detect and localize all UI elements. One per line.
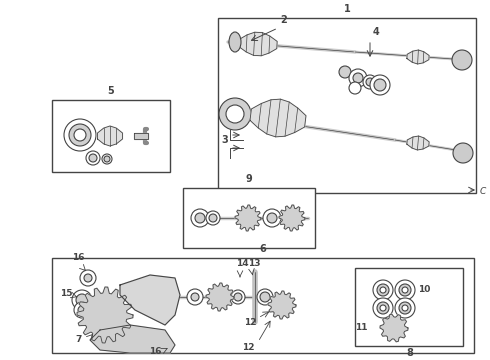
Circle shape bbox=[456, 54, 468, 66]
Text: 13: 13 bbox=[248, 259, 261, 268]
Text: 11: 11 bbox=[355, 324, 368, 333]
Polygon shape bbox=[407, 136, 429, 150]
Circle shape bbox=[231, 290, 245, 304]
Polygon shape bbox=[380, 314, 408, 342]
Circle shape bbox=[76, 294, 88, 306]
Circle shape bbox=[260, 292, 270, 302]
Ellipse shape bbox=[452, 50, 472, 70]
Circle shape bbox=[102, 154, 112, 164]
Text: 4: 4 bbox=[373, 27, 380, 37]
Circle shape bbox=[187, 289, 203, 305]
Polygon shape bbox=[268, 291, 296, 319]
Text: 12: 12 bbox=[242, 343, 254, 352]
Ellipse shape bbox=[453, 143, 473, 163]
Text: 8: 8 bbox=[407, 348, 414, 358]
Circle shape bbox=[395, 298, 415, 318]
Circle shape bbox=[78, 306, 86, 314]
Polygon shape bbox=[134, 133, 148, 139]
Text: 12: 12 bbox=[244, 318, 256, 327]
Circle shape bbox=[206, 211, 220, 225]
Circle shape bbox=[395, 280, 415, 300]
Circle shape bbox=[69, 124, 91, 146]
Circle shape bbox=[353, 73, 363, 83]
Text: C: C bbox=[480, 188, 486, 197]
Circle shape bbox=[234, 293, 242, 301]
Circle shape bbox=[99, 309, 111, 321]
Circle shape bbox=[457, 147, 469, 159]
Text: 6: 6 bbox=[260, 244, 267, 254]
Circle shape bbox=[380, 305, 386, 311]
Circle shape bbox=[373, 298, 393, 318]
Bar bbox=[183, 188, 315, 248]
Circle shape bbox=[363, 75, 377, 89]
Text: 14: 14 bbox=[236, 259, 248, 268]
Circle shape bbox=[399, 284, 411, 296]
Circle shape bbox=[74, 302, 90, 318]
Circle shape bbox=[191, 293, 199, 301]
Circle shape bbox=[402, 287, 408, 293]
Circle shape bbox=[366, 78, 374, 86]
Circle shape bbox=[195, 213, 205, 223]
Text: 2: 2 bbox=[280, 15, 287, 25]
Circle shape bbox=[373, 280, 393, 300]
Circle shape bbox=[349, 69, 367, 87]
Circle shape bbox=[277, 300, 287, 310]
Circle shape bbox=[267, 213, 277, 223]
Text: 15: 15 bbox=[60, 288, 73, 297]
Circle shape bbox=[349, 82, 361, 94]
Circle shape bbox=[370, 75, 390, 95]
Circle shape bbox=[380, 287, 386, 293]
Circle shape bbox=[74, 129, 86, 141]
Polygon shape bbox=[235, 205, 261, 231]
Circle shape bbox=[104, 156, 110, 162]
Text: 1: 1 bbox=[343, 4, 350, 14]
Circle shape bbox=[72, 290, 92, 310]
Polygon shape bbox=[120, 275, 180, 325]
Circle shape bbox=[243, 213, 253, 223]
Text: 16: 16 bbox=[72, 253, 84, 262]
Circle shape bbox=[287, 213, 297, 223]
Circle shape bbox=[191, 209, 209, 227]
Circle shape bbox=[399, 302, 411, 314]
Polygon shape bbox=[90, 325, 175, 353]
Text: 5: 5 bbox=[108, 86, 114, 96]
Circle shape bbox=[89, 154, 97, 162]
Circle shape bbox=[215, 292, 225, 302]
Circle shape bbox=[86, 151, 100, 165]
Circle shape bbox=[402, 305, 408, 311]
Bar bbox=[52, 100, 170, 172]
Circle shape bbox=[80, 270, 96, 286]
Circle shape bbox=[95, 305, 115, 325]
Text: 16: 16 bbox=[149, 347, 162, 356]
Polygon shape bbox=[239, 32, 277, 56]
Circle shape bbox=[339, 66, 351, 78]
Circle shape bbox=[389, 323, 399, 333]
Bar bbox=[52, 258, 474, 353]
Circle shape bbox=[377, 302, 389, 314]
Polygon shape bbox=[206, 283, 234, 311]
Polygon shape bbox=[279, 205, 305, 231]
Circle shape bbox=[64, 119, 96, 151]
Circle shape bbox=[374, 79, 386, 91]
Bar bbox=[218, 18, 476, 193]
Text: 9: 9 bbox=[245, 174, 252, 184]
Polygon shape bbox=[77, 287, 133, 343]
Bar bbox=[355, 268, 463, 346]
Circle shape bbox=[231, 39, 239, 45]
Circle shape bbox=[84, 274, 92, 282]
Text: 3: 3 bbox=[221, 135, 228, 145]
Polygon shape bbox=[250, 99, 306, 137]
Ellipse shape bbox=[229, 32, 241, 52]
Text: 10: 10 bbox=[418, 285, 430, 294]
Circle shape bbox=[263, 209, 281, 227]
Circle shape bbox=[377, 284, 389, 296]
Text: 7: 7 bbox=[75, 336, 82, 345]
Circle shape bbox=[219, 98, 251, 130]
Circle shape bbox=[257, 289, 273, 305]
Polygon shape bbox=[407, 50, 429, 64]
Circle shape bbox=[209, 214, 217, 222]
Circle shape bbox=[226, 105, 244, 123]
Polygon shape bbox=[98, 126, 122, 146]
